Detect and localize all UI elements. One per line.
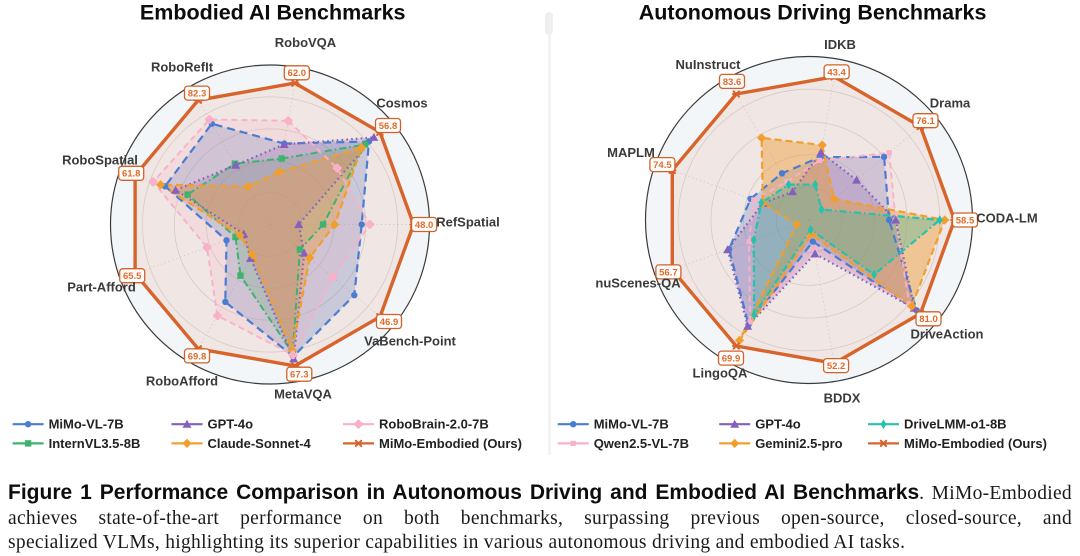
- svg-text:62.0: 62.0: [288, 68, 307, 79]
- svg-text:48.0: 48.0: [415, 220, 434, 231]
- svg-text:Part-Afford: Part-Afford: [67, 280, 136, 295]
- svg-text:MAPLM: MAPLM: [607, 145, 655, 160]
- svg-text:MiMo-VL-7B: MiMo-VL-7B: [49, 417, 124, 432]
- svg-text:76.1: 76.1: [916, 116, 935, 127]
- svg-text:52.2: 52.2: [827, 361, 846, 372]
- svg-text:74.5: 74.5: [653, 160, 672, 171]
- svg-text:DriveAction: DriveAction: [911, 327, 984, 342]
- svg-text:RefSpatial: RefSpatial: [436, 215, 500, 230]
- svg-text:MiMo-Embodied (Ours): MiMo-Embodied (Ours): [379, 436, 522, 451]
- svg-text:GPT-4o: GPT-4o: [755, 417, 801, 432]
- svg-text:DriveLMM-o1-8B: DriveLMM-o1-8B: [904, 417, 1007, 432]
- svg-text:Gemini2.5-pro: Gemini2.5-pro: [755, 436, 842, 451]
- svg-text:RoboAfford: RoboAfford: [146, 374, 218, 389]
- svg-text:RoboSpatial: RoboSpatial: [62, 153, 138, 168]
- svg-text:MetaVQA: MetaVQA: [274, 387, 332, 402]
- svg-text:82.3: 82.3: [188, 89, 207, 100]
- svg-text:Embodied AI Benchmarks: Embodied AI Benchmarks: [140, 1, 406, 25]
- svg-text:81.0: 81.0: [919, 314, 938, 325]
- svg-text:LingoQA: LingoQA: [693, 366, 748, 381]
- svg-text:56.8: 56.8: [379, 121, 398, 132]
- svg-text:RoboBrain-2.0-7B: RoboBrain-2.0-7B: [379, 417, 489, 432]
- svg-text:61.8: 61.8: [122, 169, 141, 180]
- svg-text:83.6: 83.6: [723, 77, 742, 88]
- svg-text:Autonomous Driving Benchmarks: Autonomous Driving Benchmarks: [639, 1, 987, 25]
- svg-text:58.5: 58.5: [956, 215, 975, 226]
- svg-text:VaBench-Point: VaBench-Point: [364, 334, 456, 349]
- svg-text:BDDX: BDDX: [824, 391, 861, 406]
- svg-text:Cosmos: Cosmos: [376, 96, 427, 111]
- svg-text:Claude-Sonnet-4: Claude-Sonnet-4: [208, 436, 312, 451]
- svg-text:NuInstruct: NuInstruct: [676, 57, 742, 72]
- svg-text:GPT-4o: GPT-4o: [208, 417, 254, 432]
- svg-text:CODA-LM: CODA-LM: [976, 211, 1037, 226]
- svg-text:RoboRefIt: RoboRefIt: [151, 60, 214, 75]
- svg-text:69.9: 69.9: [722, 354, 741, 365]
- svg-text:65.5: 65.5: [123, 271, 142, 282]
- svg-text:46.9: 46.9: [380, 317, 399, 328]
- svg-text:MiMo-VL-7B: MiMo-VL-7B: [594, 417, 669, 432]
- svg-text:RoboVQA: RoboVQA: [275, 35, 337, 50]
- svg-text:MiMo-Embodied (Ours): MiMo-Embodied (Ours): [904, 436, 1047, 451]
- svg-text:56.7: 56.7: [659, 267, 678, 278]
- svg-text:InternVL3.5-8B: InternVL3.5-8B: [49, 436, 141, 451]
- svg-text:69.8: 69.8: [188, 351, 207, 362]
- svg-text:IDKB: IDKB: [824, 37, 856, 52]
- svg-text:Drama: Drama: [930, 96, 971, 111]
- svg-text:43.4: 43.4: [827, 67, 846, 78]
- svg-text:nuScenes-QA: nuScenes-QA: [595, 276, 681, 291]
- svg-text:Qwen2.5-VL-7B: Qwen2.5-VL-7B: [594, 436, 689, 451]
- svg-text:67.3: 67.3: [290, 370, 309, 381]
